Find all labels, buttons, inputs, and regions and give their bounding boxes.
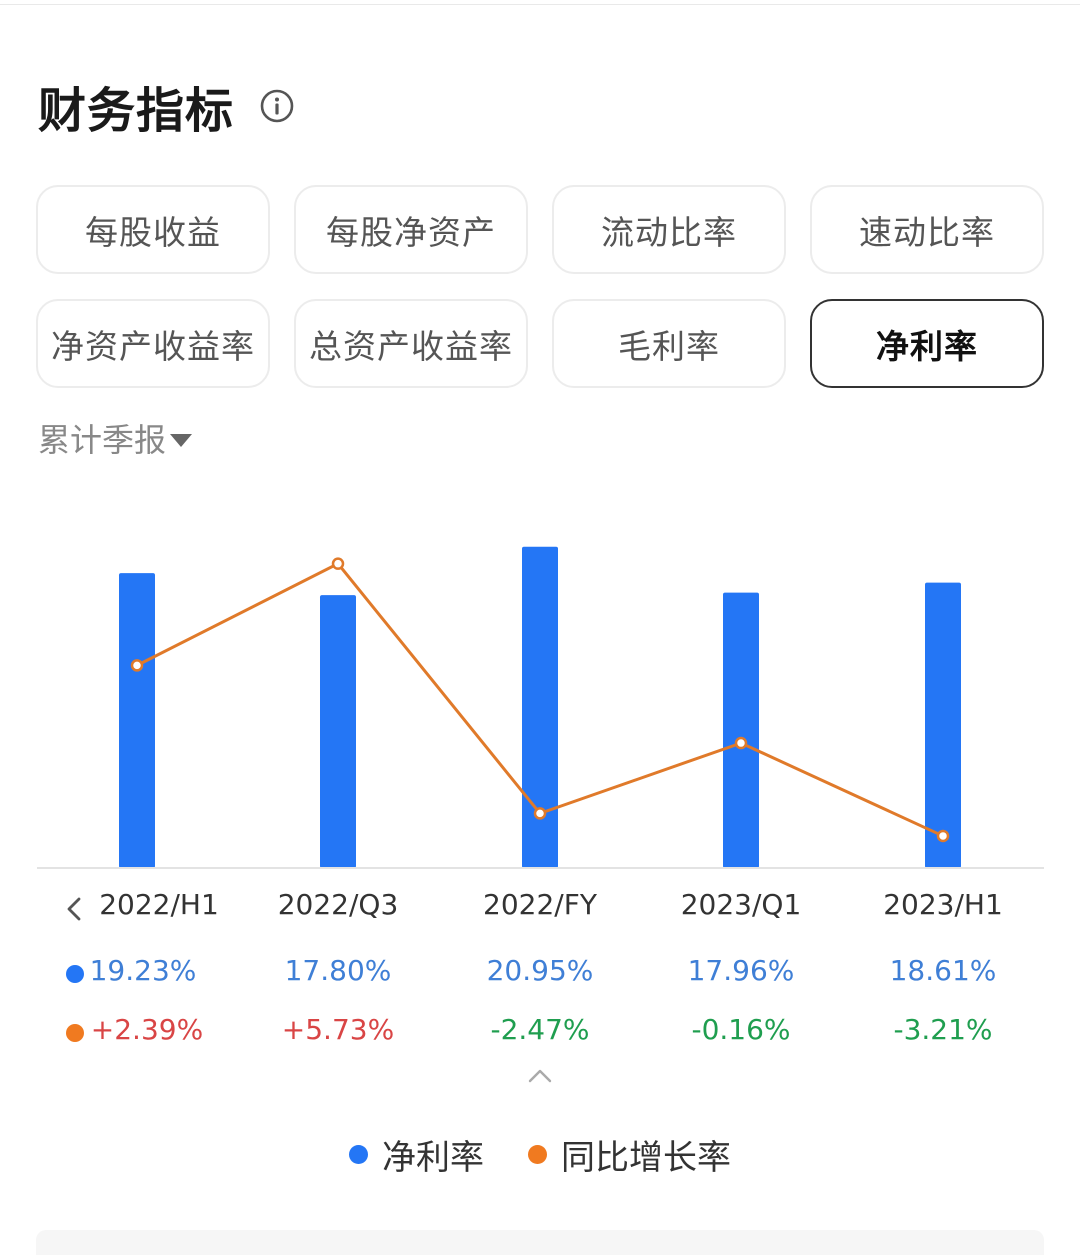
chevron-left-icon[interactable] [62, 894, 86, 924]
indicator-tabs: 每股收益 每股净资产 流动比率 速动比率 净资产收益率 总资产收益率 毛利率 净… [36, 185, 1044, 388]
legend-item-net-margin[interactable]: 净利率 [349, 1130, 484, 1179]
tab-quick-ratio[interactable]: 速动比率 [810, 185, 1044, 274]
caret-down-icon [170, 433, 193, 447]
net-margin-value: 17.80% [284, 954, 392, 987]
net-margin-dot [66, 965, 84, 983]
section-header: 财务指标 [38, 74, 294, 139]
period-label: 累计季报 [38, 421, 167, 459]
period-selector[interactable]: 累计季报 [38, 415, 193, 461]
growth-value: +2.39% [90, 1013, 204, 1046]
growth-value: -0.16% [691, 1013, 791, 1046]
tab-net-margin[interactable]: 净利率 [810, 299, 1044, 388]
category-label[interactable]: 2022/FY [483, 888, 597, 921]
legend-dot-icon [349, 1145, 368, 1164]
chart-legend: 净利率 同比增长率 [0, 1130, 1080, 1179]
category-label[interactable]: 2023/Q1 [680, 888, 802, 921]
growth-values-row: +2.39% +5.73% -2.47% -0.16% -3.21% [0, 1013, 1080, 1053]
category-label[interactable]: 2022/H1 [99, 888, 219, 921]
growth-point-2022/FY[interactable] [533, 807, 547, 820]
tab-gross-margin[interactable]: 毛利率 [552, 299, 786, 388]
growth-value: -3.21% [893, 1013, 993, 1046]
legend-label: 同比增长率 [561, 1138, 731, 1178]
category-label[interactable]: 2023/H1 [883, 888, 1003, 921]
growth-point-2023/H1[interactable] [936, 829, 950, 843]
growth-dot [66, 1024, 84, 1042]
category-label[interactable]: 2022/Q3 [277, 888, 399, 921]
net-margin-value: 18.61% [889, 954, 997, 987]
bar-2022/H1[interactable] [119, 573, 155, 868]
tab-eps[interactable]: 每股收益 [36, 185, 270, 274]
net-margin-chart [37, 546, 1044, 869]
info-icon[interactable] [260, 89, 294, 123]
bar-2022/Q3[interactable] [320, 595, 356, 868]
net-margin-value: 17.96% [687, 954, 795, 987]
growth-point-2022/Q3[interactable] [331, 557, 345, 570]
tab-bvps[interactable]: 每股净资产 [294, 185, 528, 274]
top-divider [0, 4, 1080, 5]
tab-roa[interactable]: 总资产收益率 [294, 299, 528, 388]
growth-point-2023/Q1[interactable] [734, 736, 748, 750]
legend-item-growth[interactable]: 同比增长率 [528, 1130, 731, 1179]
bar-2023/Q1[interactable] [723, 592, 759, 868]
tab-roe[interactable]: 净资产收益率 [36, 299, 270, 388]
next-section-card [36, 1230, 1044, 1255]
net-margin-values-row: 19.23% 17.80% 20.95% 17.96% 18.61% [0, 954, 1080, 994]
legend-dot-icon [528, 1145, 547, 1164]
category-labels: 2022/H1 2022/Q3 2022/FY 2023/Q1 2023/H1 [0, 888, 1080, 932]
net-margin-value: 20.95% [486, 954, 594, 987]
growth-value: +5.73% [281, 1013, 395, 1046]
tab-current-ratio[interactable]: 流动比率 [552, 185, 786, 274]
net-margin-value: 19.23% [89, 954, 197, 987]
bar-2022/FY[interactable] [522, 546, 558, 868]
page-title: 财务指标 [38, 83, 235, 139]
growth-point-2022/H1[interactable] [130, 659, 144, 672]
legend-label: 净利率 [382, 1138, 484, 1178]
chevron-up-icon[interactable] [527, 1066, 553, 1084]
bar-2023/H1[interactable] [925, 582, 961, 868]
growth-value: -2.47% [490, 1013, 590, 1046]
